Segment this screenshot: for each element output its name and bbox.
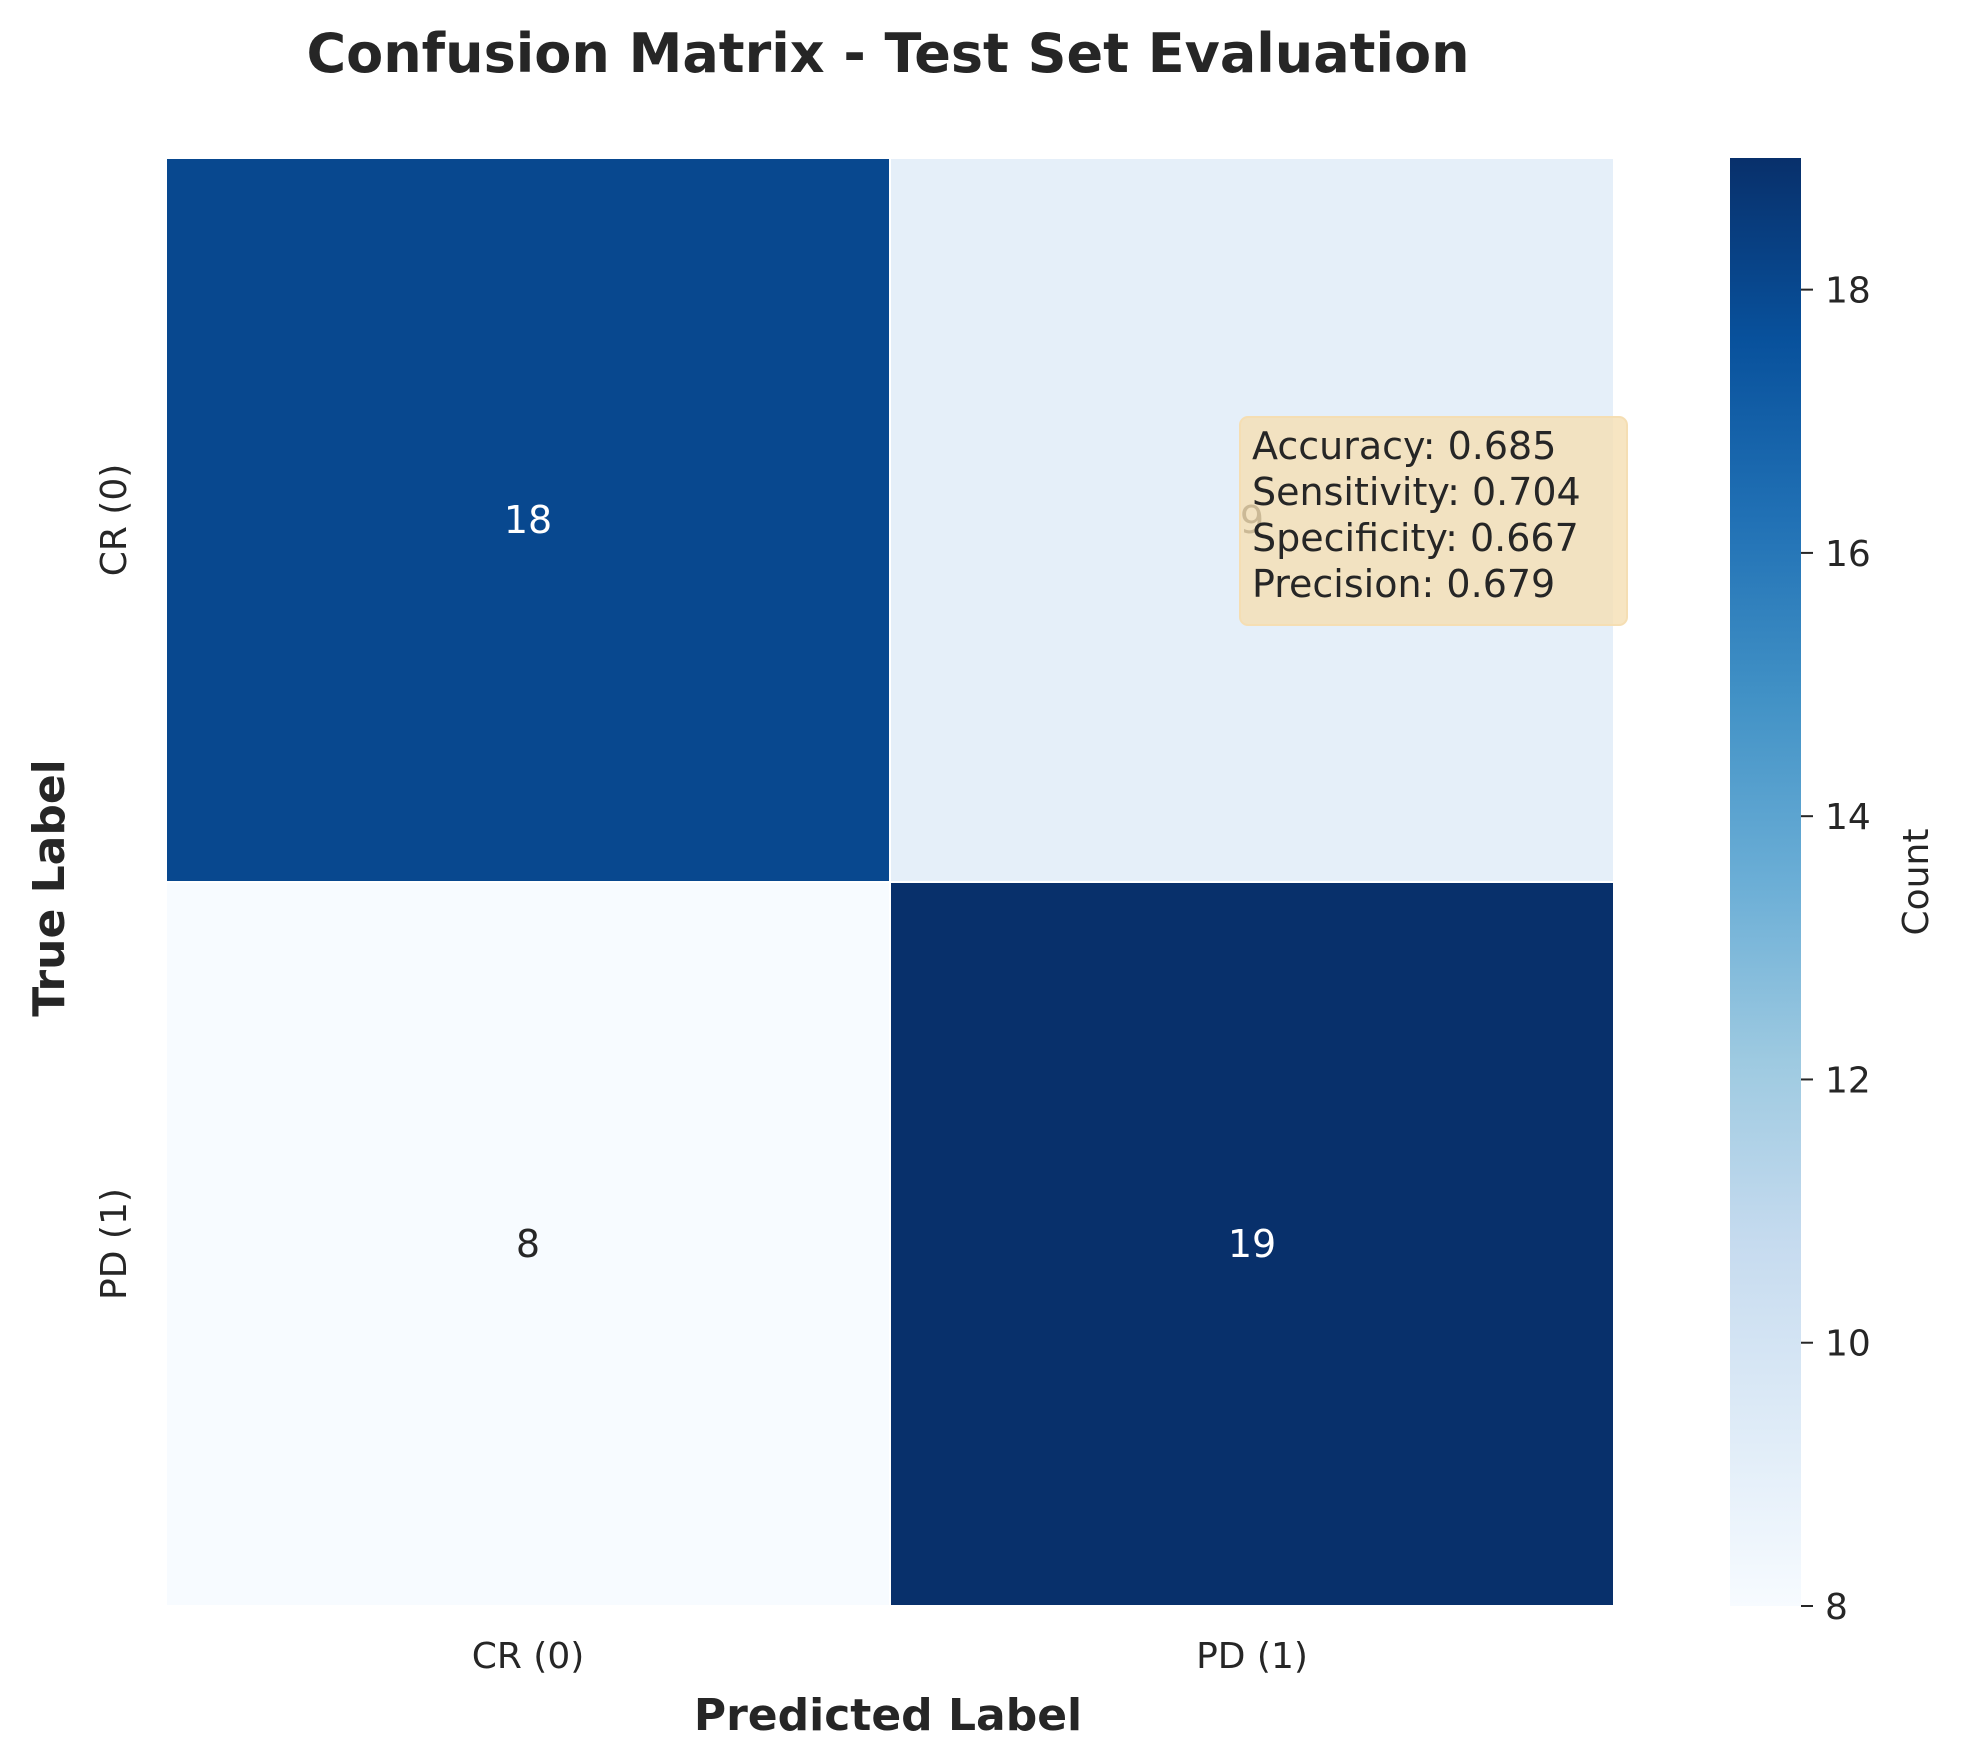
colorbar-tick-label: 16 bbox=[1825, 534, 1871, 575]
heatmap-cells bbox=[165, 157, 1615, 1607]
heatmap-cell bbox=[165, 157, 891, 883]
colorbar-gradient bbox=[1730, 158, 1801, 1606]
metrics-line: Accuracy: 0.685 bbox=[1252, 424, 1556, 468]
y-tick-labels: CR (0) PD (1) bbox=[94, 464, 135, 1300]
colorbar-tick-label: 10 bbox=[1825, 1324, 1871, 1365]
x-tick-labels: CR (0) PD (1) bbox=[472, 1636, 1308, 1677]
x-tick-label: CR (0) bbox=[472, 1636, 585, 1677]
x-tick-label: PD (1) bbox=[1196, 1636, 1308, 1677]
x-axis-label: Predicted Label bbox=[694, 1690, 1082, 1741]
heatmap-cell-value: 18 bbox=[504, 498, 552, 542]
heatmap-cell bbox=[165, 881, 891, 1607]
colorbar-label: Count bbox=[1896, 829, 1937, 936]
colorbar-tick-label: 8 bbox=[1825, 1587, 1848, 1628]
metrics-line: Sensitivity: 0.704 bbox=[1252, 470, 1581, 514]
metrics-box-background bbox=[1239, 416, 1628, 626]
colorbar-tick-label: 12 bbox=[1825, 1060, 1871, 1101]
colorbar-ticks: 8 10 12 14 16 18 bbox=[1801, 271, 1871, 1628]
metrics-line: Precision: 0.679 bbox=[1252, 562, 1555, 606]
heatmap-cell bbox=[889, 881, 1615, 1607]
colorbar: 8 10 12 14 16 18 Count bbox=[1730, 158, 1937, 1628]
y-tick-label: PD (1) bbox=[94, 1188, 135, 1300]
metrics-line: Specificity: 0.667 bbox=[1252, 516, 1579, 560]
chart-title: Confusion Matrix - Test Set Evaluation bbox=[306, 22, 1469, 85]
y-tick-label: CR (0) bbox=[94, 464, 135, 577]
colorbar-tick-label: 14 bbox=[1825, 797, 1871, 838]
heatmap-cell-value: 19 bbox=[1228, 1222, 1276, 1266]
y-axis-label: True Label bbox=[24, 759, 75, 1017]
heatmap-cell-value: 8 bbox=[516, 1222, 540, 1266]
colorbar-tick-label: 18 bbox=[1825, 271, 1871, 312]
